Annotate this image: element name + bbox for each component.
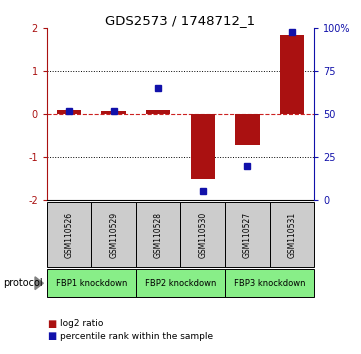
FancyBboxPatch shape (180, 202, 225, 267)
FancyBboxPatch shape (136, 269, 225, 297)
Text: FBP1 knockdown: FBP1 knockdown (56, 279, 127, 288)
Text: FBP2 knockdown: FBP2 knockdown (145, 279, 216, 288)
Bar (279, 35, 304, 114)
Bar (146, 110, 170, 114)
FancyBboxPatch shape (91, 202, 136, 267)
Text: FBP3 knockdown: FBP3 knockdown (234, 279, 305, 288)
FancyBboxPatch shape (270, 202, 314, 267)
Text: GSM110526: GSM110526 (65, 211, 74, 258)
Bar (191, 114, 215, 179)
Text: GSM110531: GSM110531 (287, 211, 296, 258)
FancyBboxPatch shape (136, 202, 180, 267)
Bar (101, 111, 126, 114)
FancyBboxPatch shape (47, 202, 91, 267)
Text: percentile rank within the sample: percentile rank within the sample (60, 332, 213, 341)
Text: GSM110530: GSM110530 (198, 211, 207, 258)
Text: log2 ratio: log2 ratio (60, 319, 103, 329)
Text: ■: ■ (47, 319, 56, 329)
FancyBboxPatch shape (225, 202, 270, 267)
FancyBboxPatch shape (47, 269, 136, 297)
Text: ■: ■ (47, 331, 56, 341)
Text: GSM110529: GSM110529 (109, 211, 118, 258)
Bar (235, 114, 260, 145)
Text: GSM110528: GSM110528 (154, 212, 163, 257)
Text: protocol: protocol (4, 278, 43, 288)
FancyBboxPatch shape (225, 269, 314, 297)
Title: GDS2573 / 1748712_1: GDS2573 / 1748712_1 (105, 14, 256, 27)
Bar (57, 110, 82, 114)
Text: GSM110527: GSM110527 (243, 211, 252, 258)
